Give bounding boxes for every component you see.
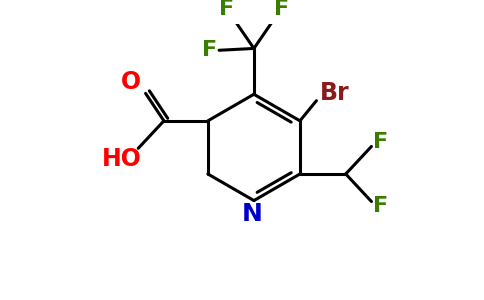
Text: F: F	[373, 132, 388, 152]
Text: HO: HO	[102, 147, 142, 171]
Text: Br: Br	[320, 81, 349, 105]
Text: F: F	[219, 0, 234, 19]
Text: O: O	[121, 70, 141, 94]
Text: F: F	[373, 196, 388, 216]
Text: F: F	[202, 40, 217, 60]
Text: N: N	[242, 202, 262, 226]
Text: F: F	[274, 0, 289, 19]
